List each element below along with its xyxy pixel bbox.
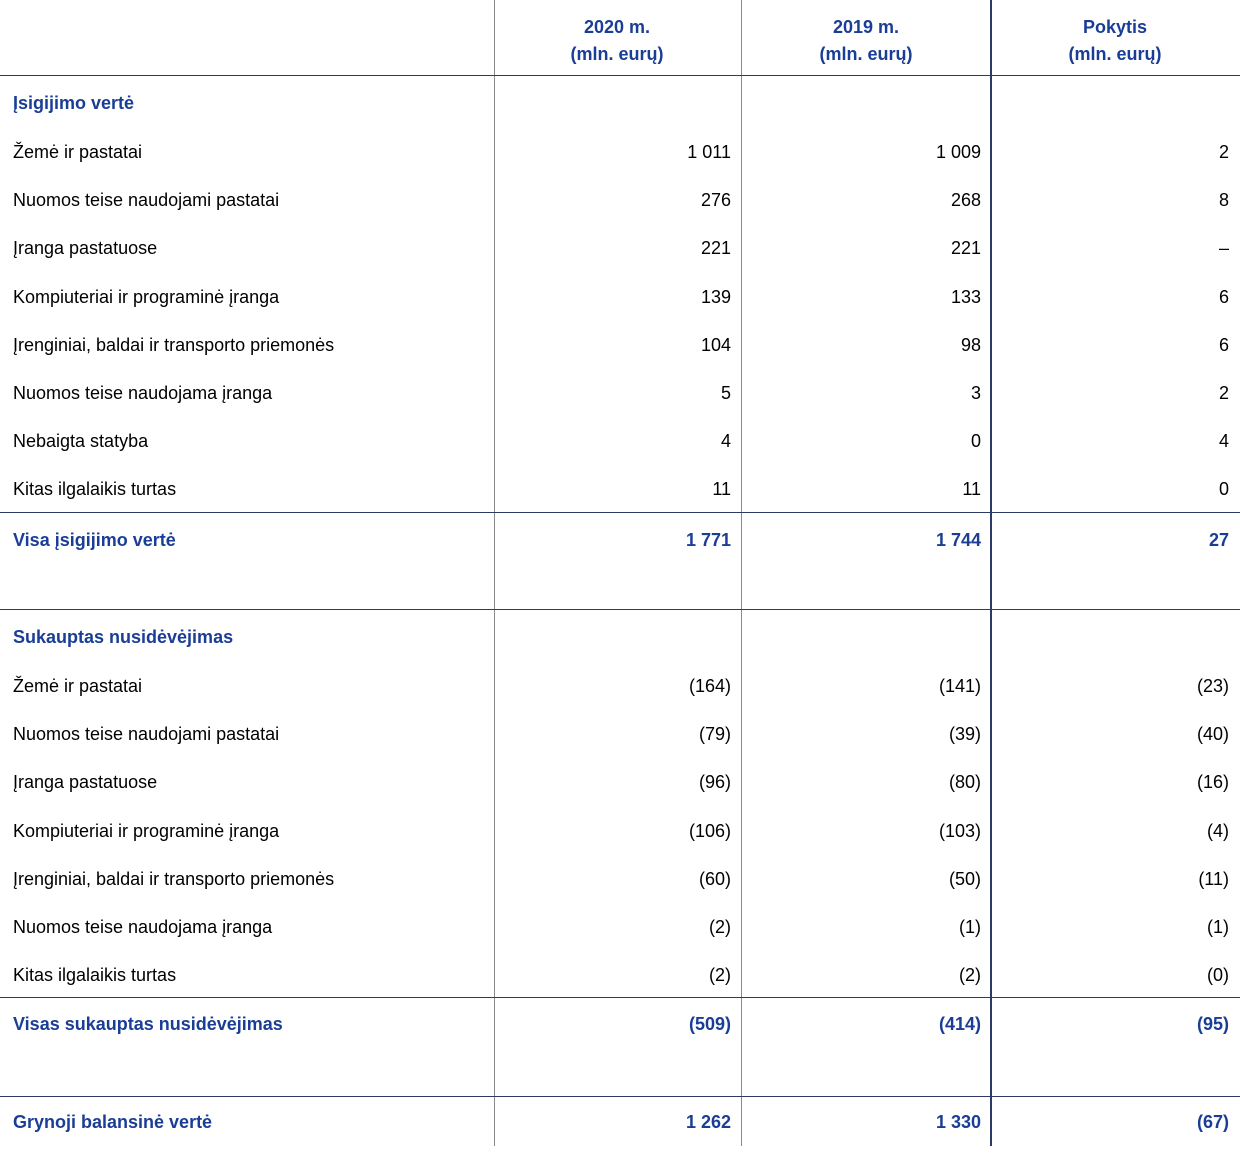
cell-value: 221 [700,238,731,259]
cell-value: (39) [948,724,981,745]
cell-value: (80) [948,772,981,793]
cell-value: 0 [1218,479,1229,500]
cell-value: (2) [709,917,731,937]
column-unit: (mln. eurų) [819,44,913,64]
column-header: 2019 m. [832,17,900,37]
total-value: (509) [688,1014,731,1034]
rule [0,75,1240,76]
net-value: 1 330 [935,1112,981,1132]
total-value: (95) [1196,1014,1229,1034]
row-label: Įrenginiai, baldai ir transporto priemon… [13,868,335,889]
cell-value: (141) [938,676,981,696]
cell-value: (2) [959,965,981,986]
cell-value: (1) [959,917,981,937]
row-label: Žemė ir pastatai [13,676,143,696]
cell-value: (23) [1196,676,1229,696]
row-label: Įranga pastatuose [13,238,158,259]
cell-value: 4 [720,431,731,452]
cell-value: 4 [1218,431,1229,452]
rule [0,609,1240,610]
row-label: Nuomos teise naudojama įranga [13,917,273,937]
rule [0,512,1240,513]
cell-value: 139 [700,286,731,307]
rule [494,0,495,1146]
column-unit: (mln. eurų) [1068,44,1162,64]
row-label: Kitas ilgalaikis turtas [13,965,177,986]
cell-value: 6 [1218,286,1229,307]
cell-value: (96) [698,772,731,793]
net-value: (67) [1196,1112,1229,1132]
cell-value: (79) [698,724,731,745]
cell-value: 11 [962,479,981,500]
total-label: Visa įsigijimo vertė [13,530,176,550]
cell-value: 6 [1218,334,1229,355]
total-value: (414) [938,1014,981,1034]
cell-value: (0) [1207,965,1229,986]
cell-value: 1 009 [935,142,981,162]
rule [0,1096,1240,1097]
cell-value: 268 [950,190,981,211]
total-label: Visas sukauptas nusidėvėjimas [13,1014,283,1034]
cell-value: 1 011 [687,142,731,162]
cell-value: 2 [1218,142,1229,162]
cell-value: (16) [1196,772,1229,793]
cell-value: 0 [970,431,981,452]
cell-value: (103) [938,820,981,841]
row-label: Nebaigta statyba [13,431,149,452]
cell-value: 2 [1218,383,1229,403]
cell-value: 276 [700,190,731,211]
cell-value: (4) [1207,820,1229,841]
cell-value: (11) [1198,868,1229,889]
cell-value: (1) [1207,917,1229,937]
cell-value: 11 [712,479,731,500]
row-label: Kitas ilgalaikis turtas [13,479,177,500]
cell-value: (50) [948,868,981,889]
cell-value: 104 [700,334,731,355]
cell-value: 221 [950,238,981,259]
cell-value: (40) [1196,724,1229,745]
cell-value: (164) [688,676,731,696]
cell-value: 133 [950,286,981,307]
net-value: 1 262 [685,1112,731,1132]
cell-value: 3 [970,383,981,403]
row-label: Žemė ir pastatai [13,142,143,162]
net-label: Grynoji balansinė vertė [13,1112,213,1132]
rule [0,997,1240,998]
cell-value: 8 [1218,190,1229,211]
total-value: 1 744 [935,530,981,550]
cell-value: (2) [709,965,731,986]
rule [741,0,742,1146]
rule [990,0,992,1146]
section-title: Sukauptas nusidėvėjimas [13,627,234,647]
total-value: 27 [1208,530,1229,550]
row-label: Kompiuteriai ir programinė įranga [13,820,280,841]
row-label: Kompiuteriai ir programinė įranga [13,286,280,307]
cell-value: (106) [688,820,731,841]
total-value: 1 771 [685,530,731,550]
cell-value: (60) [698,868,731,889]
row-label: Nuomos teise naudojami pastatai [13,190,280,211]
column-header: Pokytis [1082,17,1148,37]
cell-value: 5 [720,383,731,403]
column-unit: (mln. eurų) [570,44,664,64]
row-label: Nuomos teise naudojama įranga [13,383,273,403]
cell-value: – [1218,238,1229,259]
column-header: 2020 m. [583,17,651,37]
cell-value: 98 [960,334,981,355]
row-label: Nuomos teise naudojami pastatai [13,724,280,745]
row-label: Įranga pastatuose [13,772,158,793]
row-label: Įrenginiai, baldai ir transporto priemon… [13,334,335,355]
section-title: Įsigijimo vertė [13,93,135,113]
